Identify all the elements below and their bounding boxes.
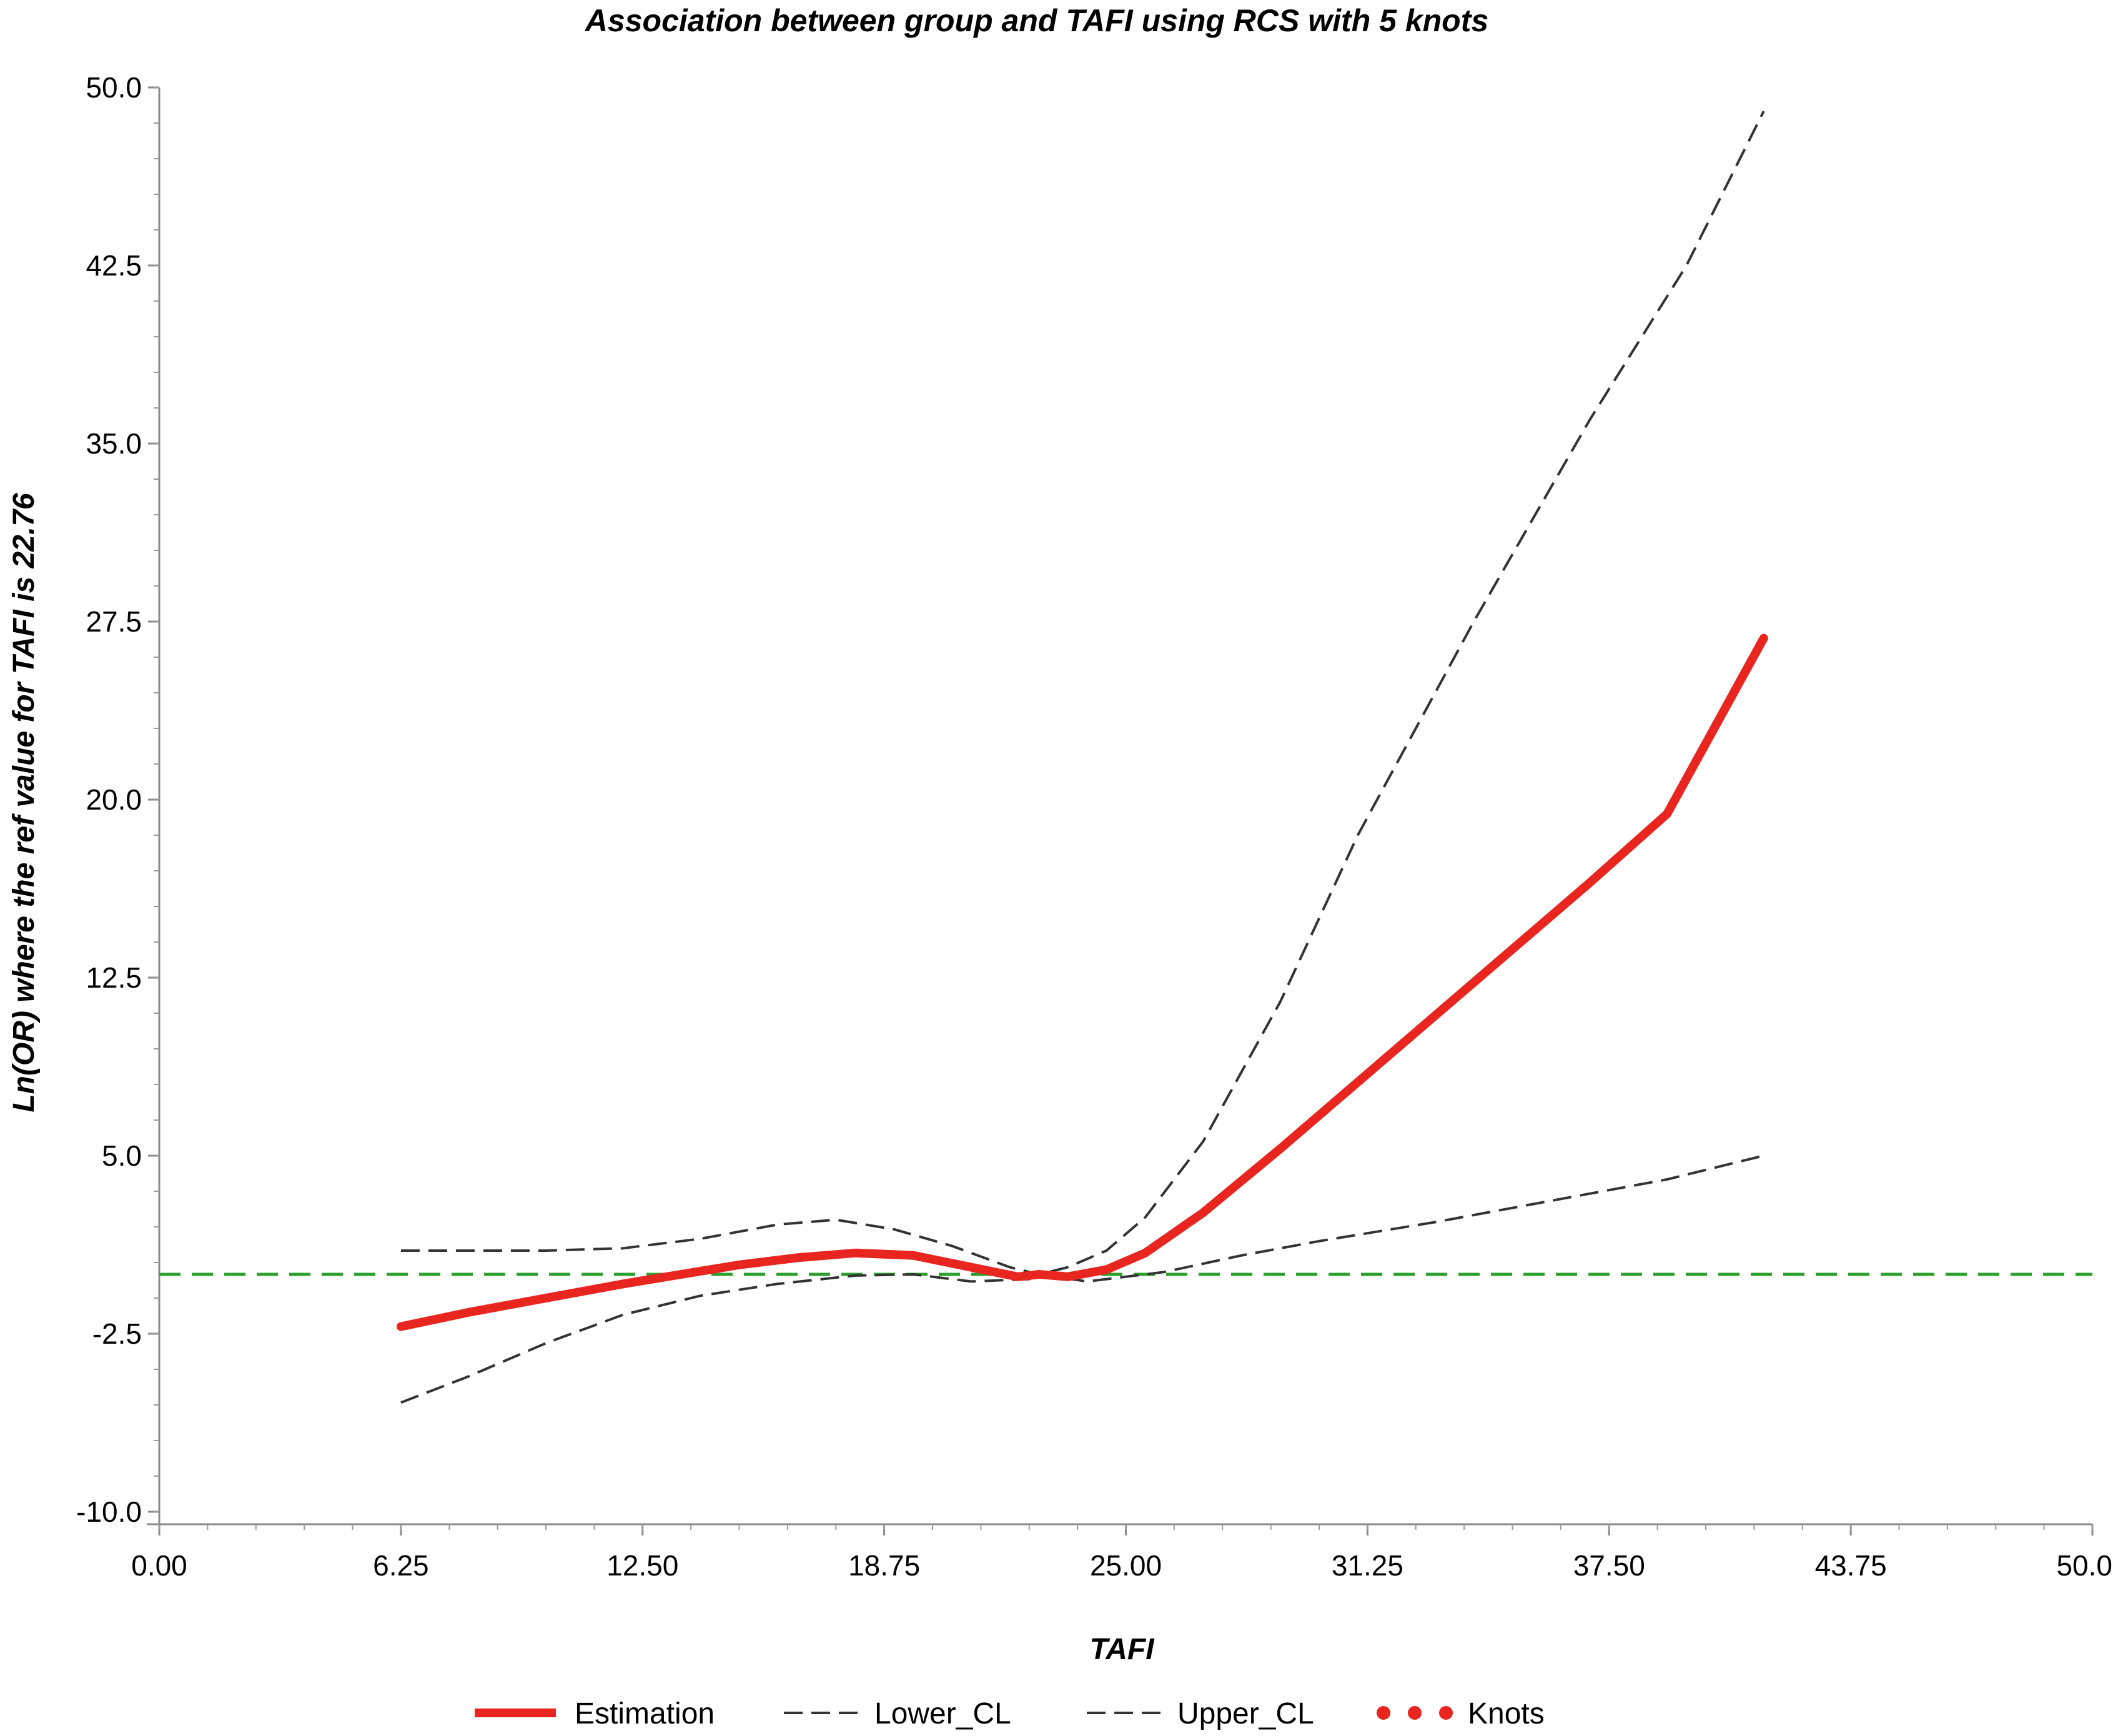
legend-swatch-knots <box>1377 1706 1390 1720</box>
x-tick-label: 50.00 <box>2056 1549 2113 1582</box>
y-tick-label: 12.5 <box>86 961 142 994</box>
x-tick-label: 43.75 <box>1815 1549 1887 1582</box>
legend-label-knots: Knots <box>1468 1697 1545 1730</box>
x-tick-label: 12.50 <box>606 1549 678 1582</box>
y-tick-label: 35.0 <box>86 427 142 460</box>
legend-label-lower-cl: Lower_CL <box>874 1697 1011 1730</box>
x-tick-label: 25.00 <box>1090 1549 1162 1582</box>
chart-title: Association between group and TAFI using… <box>584 3 1488 38</box>
series-line-estimation <box>396 633 1768 1331</box>
y-tick-label: -10.0 <box>76 1495 142 1528</box>
y-tick-label: -2.5 <box>92 1317 142 1350</box>
y-tick-label: 42.5 <box>86 249 142 282</box>
x-tick-label: 31.25 <box>1332 1549 1403 1582</box>
legend-swatch-knots <box>1408 1706 1422 1720</box>
series-line-lower-cl <box>400 1154 1764 1404</box>
y-axis-title: Ln(OR) where the ref value for TAFI is 2… <box>7 493 41 1113</box>
legend-label-upper-cl: Upper_CL <box>1177 1697 1314 1730</box>
legend-swatch-knots <box>1439 1706 1453 1720</box>
x-axis-title: TAFI <box>1089 1633 1155 1666</box>
legend-label-estimation: Estimation <box>575 1697 715 1730</box>
x-tick-label: 0.00 <box>131 1549 187 1582</box>
series-line-upper-cl <box>400 111 1765 1276</box>
y-tick-label: 27.5 <box>86 605 142 638</box>
legend: Estimation Lower_CL Upper_CL Knots <box>475 1697 1545 1730</box>
x-tick-label: 18.75 <box>848 1549 920 1582</box>
x-tick-label: 6.25 <box>373 1549 429 1582</box>
plot-area: -10.0 -2.5 5.0 12.5 20.0 27.5 35.0 42.5 50.0 0.00… <box>76 71 2113 1582</box>
y-tick-label: 50.0 <box>86 71 142 104</box>
y-tick-label: 5.0 <box>102 1139 142 1172</box>
x-tick-label: 37.50 <box>1573 1549 1645 1582</box>
y-tick-label: 20.0 <box>86 783 142 816</box>
